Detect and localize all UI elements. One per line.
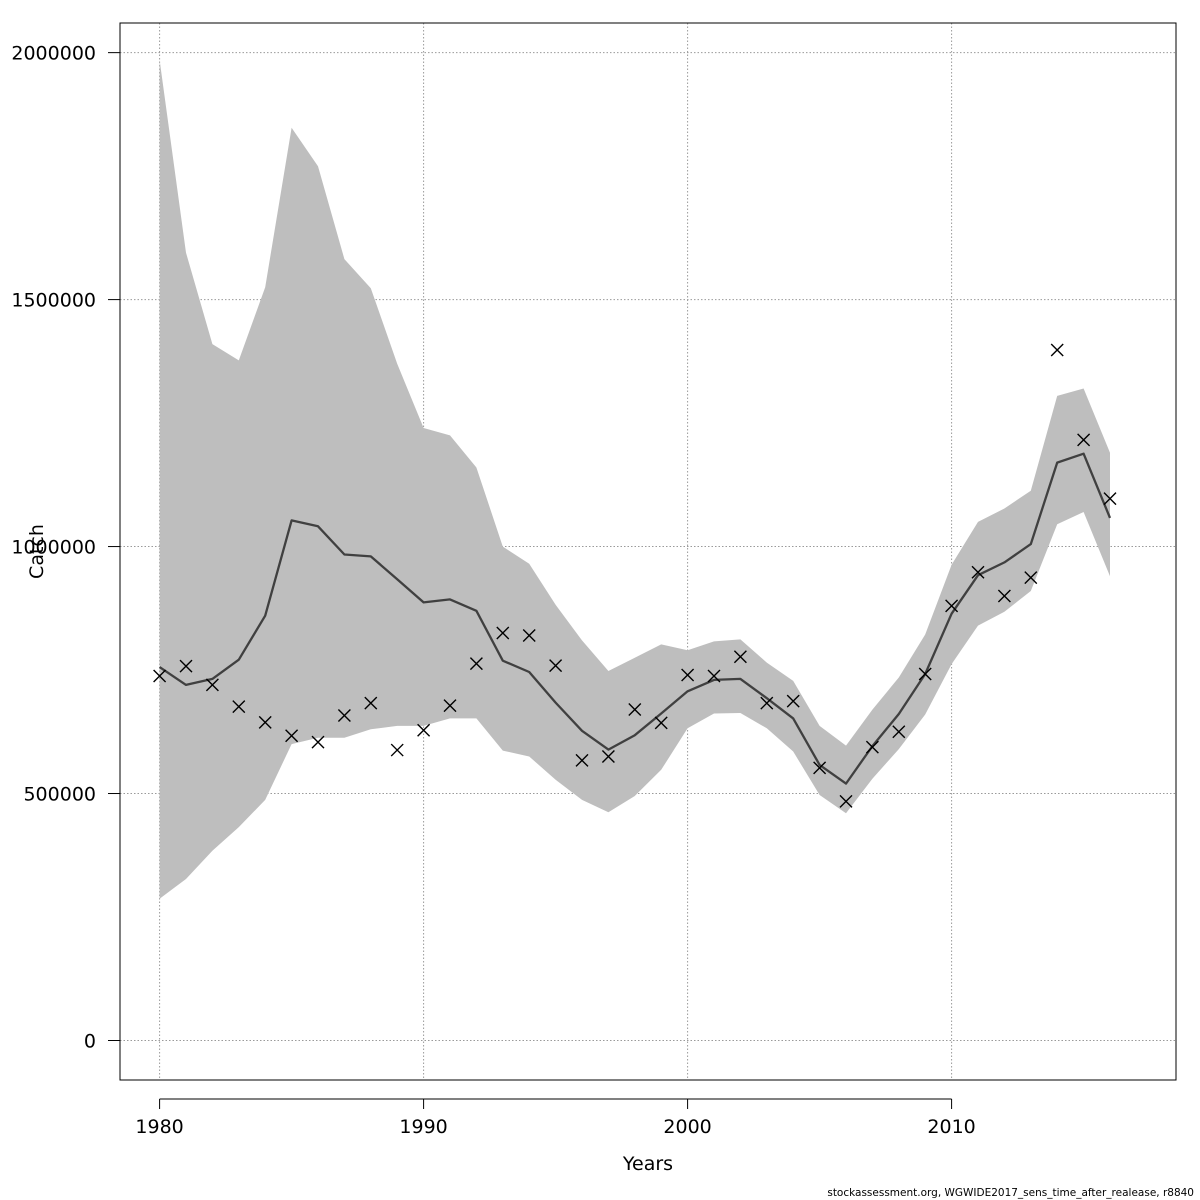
observed-point — [258, 715, 272, 729]
observed-point — [760, 696, 774, 710]
observed-point — [364, 696, 378, 710]
plot-frame — [119, 22, 1177, 1081]
observed-point — [945, 599, 959, 613]
observed-point — [786, 694, 800, 708]
x-tick-label: 2000 — [663, 1116, 711, 1138]
estimate-line-layer — [158, 452, 1112, 785]
observed-point — [153, 669, 167, 683]
axes: 1980 1990 2000 2010 0 500000 1000000 1500000 200… — [11, 43, 975, 1138]
observed-point — [337, 708, 351, 722]
observed-points-layer — [153, 343, 1117, 808]
observed-point — [469, 657, 483, 671]
observed-point — [522, 628, 536, 642]
observed-point — [997, 589, 1011, 603]
observed-point — [1050, 343, 1064, 357]
observed-point — [311, 735, 325, 749]
y-axis-title: Catch — [26, 524, 48, 579]
observed-point — [443, 699, 457, 713]
observed-point — [285, 729, 299, 743]
y-tick-label: 1500000 — [11, 290, 96, 312]
observed-point — [733, 650, 747, 664]
observed-point — [865, 740, 879, 754]
observed-point — [390, 743, 404, 757]
confidence-band-layer — [159, 60, 1111, 899]
observed-point — [1077, 433, 1091, 447]
credit-footer: stockassessment.org, WGWIDE2017_sens_tim… — [827, 1187, 1194, 1199]
observed-point — [417, 723, 431, 737]
observed-point — [179, 659, 193, 673]
x-tick-label: 1980 — [135, 1116, 183, 1138]
observed-point — [813, 761, 827, 775]
y-tick-label: 0 — [84, 1030, 96, 1052]
observed-point — [549, 659, 563, 673]
observed-point — [654, 716, 668, 730]
observed-point — [1024, 571, 1038, 585]
y-tick-label: 2000000 — [11, 43, 96, 65]
observed-point — [496, 626, 510, 640]
observed-point — [971, 565, 985, 579]
y-tick-label: 1000000 — [11, 537, 96, 559]
estimate-line — [158, 452, 1112, 785]
observed-point — [575, 753, 589, 767]
observed-point — [1103, 492, 1117, 506]
observed-point — [205, 678, 219, 692]
observed-point — [628, 703, 642, 717]
observed-point — [232, 700, 246, 714]
observed-point — [839, 794, 853, 808]
x-tick-label: 2010 — [927, 1116, 975, 1138]
observed-point — [681, 668, 695, 682]
y-tick-label: 500000 — [23, 784, 96, 806]
observed-point — [707, 669, 721, 683]
confidence-band — [159, 60, 1111, 899]
observed-point — [601, 749, 615, 763]
observed-point — [918, 667, 932, 681]
x-tick-label: 1990 — [399, 1116, 447, 1138]
observed-point — [892, 725, 906, 739]
x-axis-title: Years — [622, 1153, 673, 1175]
